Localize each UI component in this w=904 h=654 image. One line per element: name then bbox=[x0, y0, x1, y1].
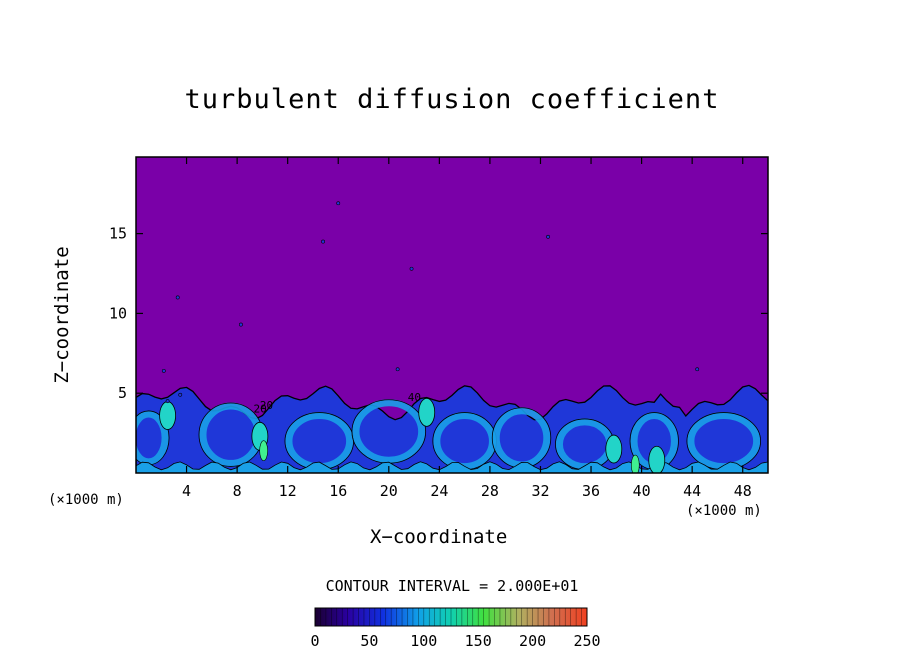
x-tick-label: 20 bbox=[380, 482, 398, 500]
x-tick-label: 24 bbox=[430, 482, 448, 500]
x-axis-label: X−coordinate bbox=[370, 526, 508, 548]
speck bbox=[175, 295, 180, 300]
x-tick-label: 12 bbox=[279, 482, 297, 500]
surface-band bbox=[136, 461, 768, 473]
speck bbox=[165, 399, 170, 404]
x-axis-ticks: 4 8 12 16 20 24 28 32 36 40 44 48 bbox=[182, 157, 752, 500]
speck bbox=[239, 322, 243, 327]
speck bbox=[409, 266, 414, 271]
y-tick-label: 5 bbox=[118, 384, 127, 402]
colorbar-tick-label: 50 bbox=[360, 632, 378, 650]
high-diffusion-patch bbox=[605, 434, 623, 464]
high-diffusion-patch bbox=[159, 401, 177, 430]
x-tick-label: 48 bbox=[734, 482, 752, 500]
x-tick-label: 16 bbox=[329, 482, 347, 500]
speck bbox=[321, 239, 325, 244]
speck bbox=[336, 201, 341, 206]
speck bbox=[161, 368, 166, 373]
contour-label: 20 bbox=[260, 399, 273, 412]
peak-diffusion-patch bbox=[630, 454, 640, 473]
x-tick-label: 28 bbox=[481, 482, 499, 500]
x-tick-label: 36 bbox=[582, 482, 600, 500]
speck bbox=[546, 234, 550, 239]
x-unit-label-left: (×1000 m) bbox=[48, 492, 124, 508]
speck bbox=[695, 367, 700, 372]
x-tick-label: 4 bbox=[182, 482, 191, 500]
colorbar-tick-label: 200 bbox=[519, 632, 546, 650]
y-tick-label: 15 bbox=[109, 225, 127, 243]
speck bbox=[395, 367, 400, 372]
colorbar-tick-label: 100 bbox=[410, 632, 437, 650]
speck bbox=[178, 392, 183, 397]
y-axis-ticks: 5 10 15 bbox=[109, 225, 768, 402]
high-diffusion-patch bbox=[648, 445, 666, 473]
y-axis-label: Z−coordinate bbox=[51, 246, 73, 384]
eddy-ring bbox=[136, 410, 169, 466]
y-tick-label: 10 bbox=[109, 304, 127, 322]
colorbar-contour-lines bbox=[320, 608, 582, 626]
colorbar-ticks: 0 50 100 150 200 250 bbox=[310, 632, 600, 650]
colorbar-tick-label: 0 bbox=[310, 632, 319, 650]
peak-diffusion-patch bbox=[259, 440, 268, 461]
high-diffusion-patch bbox=[418, 397, 436, 427]
contour-interval-text: CONTOUR INTERVAL = 2.000E+01 bbox=[325, 577, 579, 595]
contour-label: 40 bbox=[408, 391, 421, 404]
x-tick-label: 44 bbox=[683, 482, 701, 500]
chart-title: turbulent diffusion coefficient bbox=[184, 84, 720, 115]
plot-frame bbox=[135, 156, 769, 474]
x-tick-label: 32 bbox=[531, 482, 549, 500]
contour-label: 20 bbox=[254, 402, 267, 415]
x-tick-label: 8 bbox=[233, 482, 242, 500]
colorbar-tick-label: 250 bbox=[573, 632, 600, 650]
colorbar-tick-label: 150 bbox=[465, 632, 492, 650]
x-unit-label-right: (×1000 m) bbox=[686, 503, 762, 519]
eddy-ring bbox=[352, 399, 426, 464]
x-tick-label: 40 bbox=[633, 482, 651, 500]
